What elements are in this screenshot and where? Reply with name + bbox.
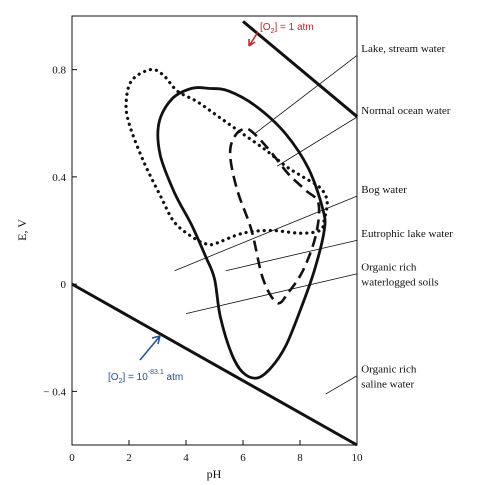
x-axis-title: pH [207,467,222,481]
y-tick-label: 0.8 [52,65,66,77]
lower-label-sup: -83.1 [148,369,164,376]
oxygen-boundaries [71,20,358,447]
x-tick-label: 4 [183,452,189,464]
x-tick-label: 10 [352,452,364,464]
ocean-label: Normal ocean water [361,105,451,117]
solid-series-line [156,86,327,380]
y-tick-label: 0.4 [52,172,66,184]
lower-label-suffix: atm [164,372,183,383]
lower-label-prefix: [O [108,372,119,383]
y-axis-ticks: − 0.4 0 0.4 0.8 [43,65,77,398]
eutrophic-label: Eutrophic lake water [361,228,453,240]
x-tick-label: 6 [240,452,246,464]
lake-label: Lake, stream water [361,43,445,55]
lower-label-sub: 2 [119,378,123,385]
y-tick-label: − 0.4 [43,386,66,398]
upper-label-mid: ] = 1 atm [274,22,313,33]
y-axis-title: E, V [15,219,29,241]
lower-boundary-line [71,282,358,447]
upper-label-sub: 2 [271,28,275,35]
x-tick-label: 8 [297,452,303,464]
x-tick-label: 0 [69,452,75,464]
upper-boundary-line [242,20,358,118]
upper-boundary-label: [O2] = 1 atm [248,22,314,47]
bog-label: Bog water [361,184,407,196]
dotted-series-line [124,67,329,247]
eutrophic-leader-line [225,239,358,272]
lower-boundary-label: [O2] = 10-83.1 atm [108,335,183,385]
saline-label: Organic rich saline water [361,364,417,391]
plot-frame [71,15,358,446]
lower-label-mid: ] = 10 [122,372,148,383]
saline-leader-line [325,375,358,395]
region-annotations: Lake, stream water Normal ocean water Bog … [174,43,453,395]
upper-label-prefix: [O [260,22,271,33]
ocean-leader-line [276,116,358,167]
x-tick-label: 2 [126,452,132,464]
svg-text:[O2] = 1 atm: [O2] = 1 atm [260,22,314,35]
svg-text:[O2] = 10-83.1 atm: [O2] = 10-83.1 atm [108,369,183,385]
data-series [124,67,329,380]
upper-boundary-arrow [248,31,259,47]
organic_soils-label: Organic rich waterlogged soils [361,262,438,289]
lower-boundary-arrow [139,335,161,361]
bog-leader-line [174,195,358,272]
organic_soils-leader-line [185,273,358,315]
lake-leader-line [254,54,358,135]
y-tick-label: 0 [61,279,67,291]
x-axis-ticks: 0 2 4 6 8 10 [69,440,363,464]
dashed-series-line [228,127,321,305]
